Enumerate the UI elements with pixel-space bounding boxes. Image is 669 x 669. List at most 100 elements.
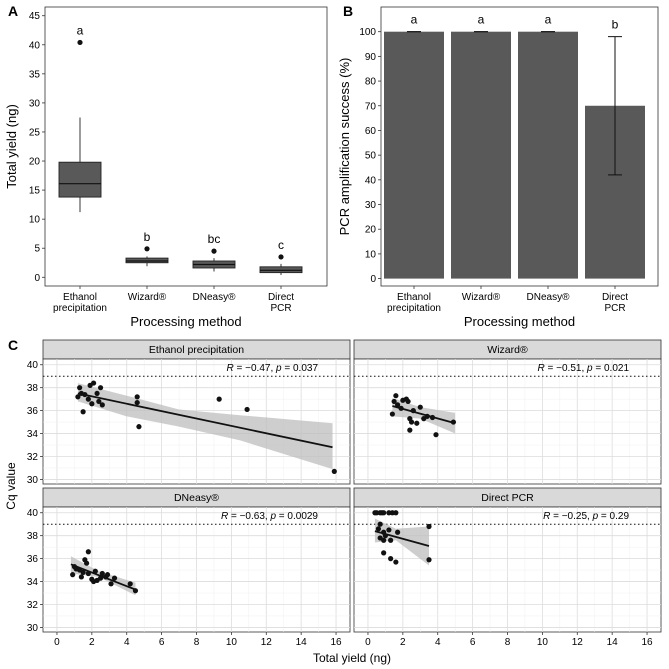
data-point [417,404,423,410]
r-label: R [538,363,545,374]
bar [518,31,578,279]
outlier-point [144,246,150,252]
p-value: = 0.0029 [276,511,318,522]
x-tick-label: DNeasy® [527,292,571,303]
data-point [85,396,91,402]
x-tick-label: 4 [435,637,441,648]
y-axis-title: PCR amplification success (%) [337,58,352,236]
facet-title: Ethanol precipitation [149,344,244,356]
data-point [450,419,457,425]
x-tick-label: Ethanol [397,292,431,303]
p-value: = 0.29 [598,511,629,522]
data-point [389,411,395,417]
x-tick-label: 16 [641,637,653,648]
y-tick-label: 70 [365,101,377,112]
p-label: p [586,363,593,374]
r-label: R [543,511,550,522]
facet-title: DNeasy® [174,492,219,504]
data-point [97,575,104,581]
regression-line [77,392,333,449]
y-tick-label: 100 [359,27,376,38]
x-tick-label: 8 [505,637,511,648]
confidence-band [77,383,333,470]
data-point [429,414,436,421]
facet-direct-pcr: Direct PCR R = −0.25, p = 0.29 0 2 4 6 8 10 12 14… [353,487,662,648]
correlation-annotation: R = −0.63, p = 0.0029 [221,511,318,522]
data-point [92,568,98,574]
data-point [80,569,86,575]
significance-letter: bc [208,232,221,246]
correlation-annotation: R = −0.51, p = 0.021 [538,363,630,374]
facet-title: Wizard® [487,344,528,356]
data-point [244,406,250,413]
data-point [84,560,90,566]
data-point [388,537,394,543]
data-point [134,399,140,406]
data-point [104,572,111,578]
data-point [382,533,388,539]
y-tick-label: 45 [29,11,41,22]
box [58,161,102,198]
x-axis-title: Processing method [130,314,241,329]
y-tick-label: 20 [365,225,377,236]
significance-letter: b [144,230,151,244]
significance-letter: a [77,23,84,37]
data-point [96,398,102,405]
data-point [80,409,86,415]
confidence-band [392,397,456,434]
panel-c-label: C [8,337,18,353]
y-tick-label: 34 [27,429,39,440]
y-tick-label: 20 [29,157,41,168]
data-point [99,402,105,408]
outlier-point [278,254,284,260]
data-point [393,510,399,516]
x-tick-label: 6 [470,637,476,648]
x-tick-label: Wizard® [462,292,501,303]
y-tick-label: 30 [27,623,39,634]
y-tick-label: 60 [365,126,377,137]
y-tick-label: 30 [27,475,39,486]
y-tick-label: 0 [34,273,40,284]
x-tick-label: 10 [226,637,238,648]
data-point [136,424,142,430]
data-point [75,394,81,400]
data-point [426,557,432,563]
data-point [377,521,383,527]
x-tick-label: 8 [194,637,200,648]
outlier-point [77,39,83,46]
y-tick-label: 38 [27,531,39,542]
data-point [132,588,139,594]
r-value: = −0.47, [234,363,276,374]
r-value: = −0.25, [550,511,592,522]
data-point [94,390,100,397]
x-tick-label: Direct [268,292,294,303]
data-point [375,526,382,532]
x-tick-label: PCR [270,303,291,314]
significance-letter: a [478,13,485,27]
y-axis-title: Total yield (ng) [4,104,19,189]
y-tick-label: 34 [27,577,39,588]
p-label: p [275,363,282,374]
x-tick-label: 4 [124,637,130,648]
facet-wizard: Wizard® R = −0.51, p = 0.021 [353,339,662,485]
x-tick-label: 14 [607,637,619,648]
r-value: = −0.63, [228,511,270,522]
x-tick-label: Wizard® [128,292,167,303]
x-tick-label: DNeasy® [193,292,237,303]
data-point [433,432,439,438]
y-tick-label: 32 [27,452,39,463]
y-tick-label: 10 [29,215,41,226]
y-tick-label: 0 [370,274,376,285]
data-point [108,581,114,587]
y-tick-label: 40 [365,175,377,186]
y-tick-label: 36 [27,406,39,417]
correlation-annotation: R = −0.47, p = 0.037 [227,363,319,374]
r-label: R [227,363,234,374]
data-point [90,380,97,386]
x-tick-label: PCR [604,303,625,314]
data-point [77,385,83,391]
data-point [424,413,430,419]
data-point [407,427,413,433]
y-tick-label: 32 [27,600,39,611]
x-axis-title: Processing method [464,314,575,329]
